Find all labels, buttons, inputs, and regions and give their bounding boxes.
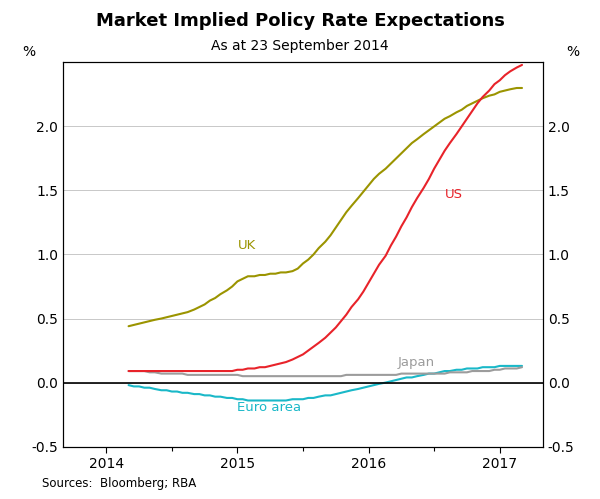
Text: %: % [22, 44, 35, 58]
Text: US: US [445, 188, 463, 201]
Text: Japan: Japan [397, 356, 434, 369]
Text: Market Implied Policy Rate Expectations: Market Implied Policy Rate Expectations [95, 12, 505, 30]
Text: Sources:  Bloomberg; RBA: Sources: Bloomberg; RBA [42, 477, 196, 490]
Text: UK: UK [238, 239, 256, 252]
Text: As at 23 September 2014: As at 23 September 2014 [211, 39, 389, 53]
Text: %: % [566, 44, 579, 58]
Text: Euro area: Euro area [238, 401, 302, 414]
